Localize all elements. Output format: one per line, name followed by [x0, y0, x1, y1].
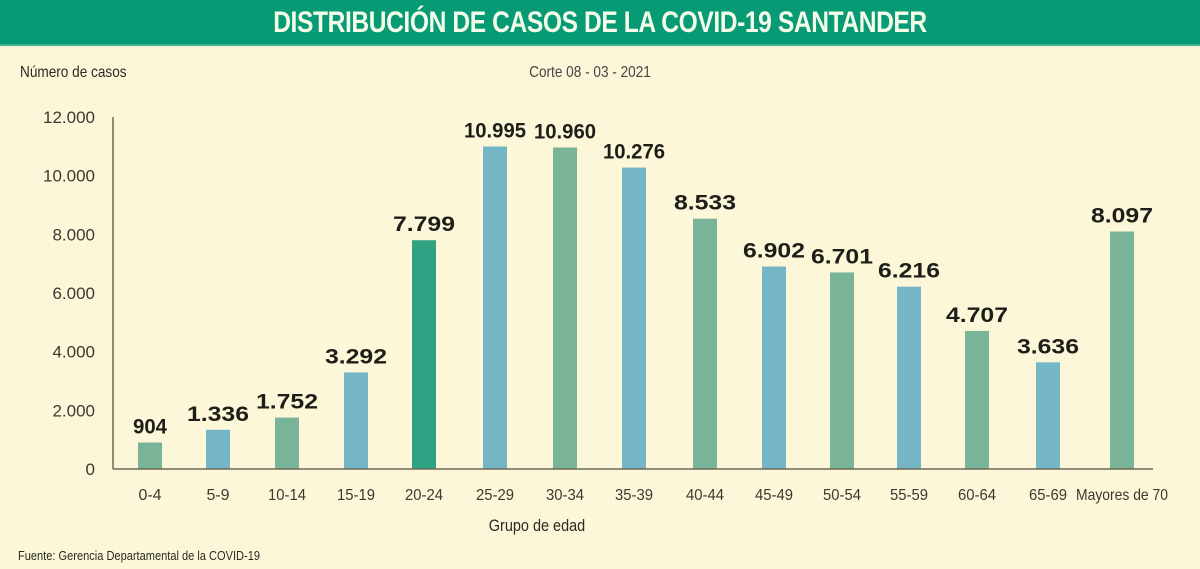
bar	[830, 272, 854, 469]
x-tick-label: 50-54	[823, 487, 861, 504]
y-tick-label: 2.000	[52, 401, 95, 420]
x-tick-label: 30-34	[546, 487, 584, 504]
y-axis-label: Número de casos	[20, 64, 127, 81]
chart-subtitle: Corte 08 - 03 - 2021	[529, 64, 651, 81]
bar	[344, 372, 368, 469]
data-label: 6.902	[743, 240, 805, 263]
y-tick-label: 8.000	[52, 225, 95, 244]
y-tick-label: 0	[86, 460, 95, 479]
x-tick-label: 40-44	[686, 487, 724, 504]
bar	[965, 330, 989, 469]
data-label: 4.707	[946, 304, 1008, 327]
data-label: 1.336	[187, 403, 249, 426]
bar	[206, 429, 230, 469]
y-tick-label: 10.000	[43, 167, 95, 186]
data-label: 10.276	[603, 141, 665, 164]
bar	[897, 286, 921, 469]
bar	[693, 218, 717, 469]
x-tick-label: 15-19	[337, 487, 375, 504]
bar	[762, 266, 786, 469]
x-axis-label: Grupo de edad	[488, 516, 586, 535]
data-label: 1.752	[256, 391, 318, 414]
bar	[138, 442, 162, 469]
bar	[622, 167, 646, 469]
x-tick-label: 25-29	[476, 487, 514, 504]
bar	[483, 146, 507, 470]
bar	[275, 417, 299, 469]
data-label: 8.097	[1091, 204, 1153, 227]
title-banner: DISTRIBUCIÓN DE CASOS DE LA COVID-19 SAN…	[0, 0, 1200, 46]
x-tick-label: Mayores de 70	[1076, 487, 1168, 504]
data-label: 8.533	[674, 192, 736, 215]
source-note: Fuente: Gerencia Departamental de la COV…	[18, 548, 260, 563]
data-label: 3.292	[325, 345, 387, 368]
data-label: 3.636	[1017, 335, 1079, 358]
x-tick-label: 5-9	[206, 487, 229, 504]
x-tick-label: 45-49	[755, 487, 793, 504]
y-tick-label: 12.000	[43, 108, 95, 127]
data-label: 7.799	[393, 213, 455, 236]
y-tick-label: 4.000	[52, 343, 95, 362]
x-tick-label: 35-39	[615, 487, 653, 504]
x-tick-label: 10-14	[268, 487, 306, 504]
bar	[1110, 231, 1134, 469]
x-tick-label: 20-24	[405, 487, 443, 504]
data-label: 6.216	[878, 260, 940, 283]
bar	[412, 240, 436, 469]
bar	[553, 147, 577, 470]
data-label: 10.995	[464, 119, 526, 142]
x-tick-label: 55-59	[890, 487, 928, 504]
x-tick-label: 0-4	[138, 487, 161, 504]
x-tick-label: 60-64	[958, 487, 996, 504]
data-label: 10.960	[534, 121, 596, 144]
data-label: 904	[133, 415, 167, 438]
y-tick-label: 6.000	[52, 284, 95, 303]
bar	[1036, 362, 1060, 469]
data-label: 6.701	[811, 245, 873, 268]
chart-title: DISTRIBUCIÓN DE CASOS DE LA COVID-19 SAN…	[273, 6, 927, 39]
x-tick-label: 65-69	[1029, 487, 1067, 504]
